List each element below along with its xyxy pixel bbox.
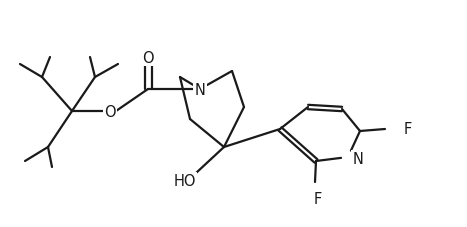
Text: HO: HO (174, 174, 196, 189)
Text: O: O (104, 104, 116, 119)
Text: F: F (404, 122, 412, 137)
Text: O: O (142, 50, 154, 65)
Text: F: F (314, 192, 322, 207)
Text: N: N (195, 82, 205, 97)
Text: N: N (353, 152, 363, 167)
